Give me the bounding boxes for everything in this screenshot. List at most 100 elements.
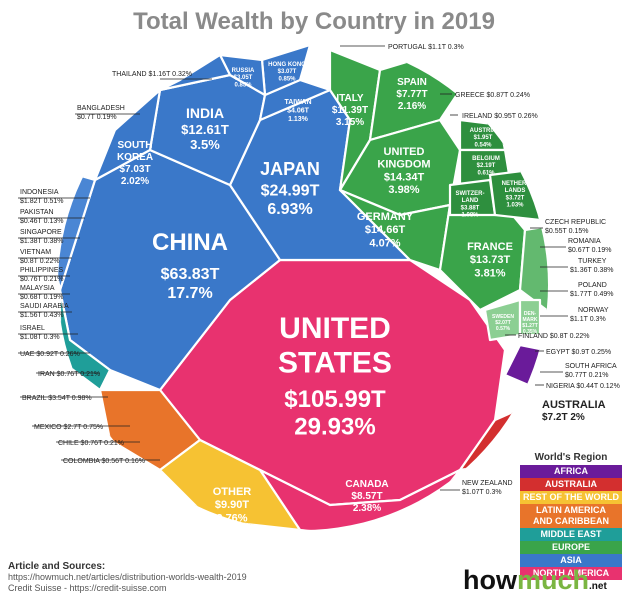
callout-thailand: THAILAND $1.16T 0.32% <box>112 71 192 78</box>
label-denmark-line-0: DEN- <box>524 311 537 317</box>
label-us-line-0: UNITED <box>279 312 391 345</box>
callout-vietnam-1: VIETNAM <box>20 249 51 256</box>
callout-indonesia-1: INDONESIA <box>20 189 59 196</box>
sources-link-article[interactable]: https://howmuch.net/articles/distributio… <box>8 572 247 582</box>
callout-finland: FINLAND $0.8T 0.22% <box>518 333 589 340</box>
logo-how: how <box>463 565 517 595</box>
chart-title: Total Wealth by Country in 2019 <box>133 8 495 35</box>
label-switzerland: SWITZER-LAND$3.88T 1.08% <box>456 191 485 219</box>
label-belgium-line-1: $2.19T <box>477 163 496 169</box>
label-skorea-line-2: $7.03T <box>119 164 150 175</box>
label-netherlands-line-0: NETHER- <box>502 181 529 187</box>
logo-much: much <box>517 565 590 595</box>
callout-malaysia-1: MALAYSIA <box>20 285 55 292</box>
sources-block: Article and Sources: https://howmuch.net… <box>8 561 247 594</box>
label-skorea-line-0: SOUTH <box>118 140 153 151</box>
label-us-line-3: 29.93% <box>294 414 375 441</box>
legend-title: World's Region <box>534 452 608 463</box>
legend-item-asia: ASIA <box>520 554 622 567</box>
callout-norway-2: $1.1T 0.3% <box>570 316 606 323</box>
label-china: CHINA $63.83T 17.7% <box>152 229 228 302</box>
callout-norway-1: NORWAY <box>578 307 609 314</box>
callout-singapore-2: $1.38T 0.38% <box>20 238 63 245</box>
label-sweden-line-2: 0.57% <box>496 326 511 332</box>
label-switzerland-line-0: SWITZER- <box>456 191 485 197</box>
label-switzerland-line-2: $3.88T <box>461 205 480 211</box>
label-taiwan-line-2: 1.13% <box>288 116 309 123</box>
label-skorea-line-3: 2.02% <box>121 176 149 187</box>
sources-link-credit-suisse[interactable]: Credit Suisse - https://credit-suisse.co… <box>8 583 167 593</box>
callout-israel-2: $1.08T 0.3% <box>20 334 60 341</box>
legend-item-north-america: NORTH AMERICA <box>520 567 622 580</box>
label-uk-line-0: UNITED <box>384 146 425 158</box>
callout-chile: CHILE $0.76T 0.21% <box>58 440 124 447</box>
label-skorea-line-1: KOREA <box>117 152 153 163</box>
callout-nz-1: NEW ZEALAND <box>462 480 513 487</box>
logo-net: .net <box>589 581 607 592</box>
callout-romania-2: $0.67T 0.19% <box>568 247 611 254</box>
label-germany-line-2: 4.07% <box>369 237 400 249</box>
callout-nigeria: NIGERIA $0.44T 0.12% <box>546 383 620 390</box>
howmuch-logo[interactable]: howmuch.net <box>463 565 607 596</box>
callout-brazil: BRAZIL $3.54T 0.98% <box>22 395 92 402</box>
callout-ireland: IRELAND $0.95T 0.26% <box>462 113 538 120</box>
label-russia-line-1: $3.05T <box>234 75 253 81</box>
label-italy-line-1: $11.39T <box>332 105 368 116</box>
cell-africa <box>503 343 547 392</box>
legend-item-africa: AFRICA <box>520 465 622 478</box>
label-india-line-1: $12.61T <box>181 122 229 137</box>
callout-israel-1: ISRAEL <box>20 325 45 332</box>
label-netherlands-line-1: LANDS <box>505 188 526 194</box>
label-italy-line-2: 3.15% <box>336 117 364 128</box>
label-switzerland-line-3: 1.08% <box>461 213 479 219</box>
callout-bangladesh-1: BANGLADESH <box>77 105 125 112</box>
label-hongkong-line-1: $3.07T <box>278 69 297 75</box>
callout-nz-2: $1.07T 0.3% <box>462 489 502 496</box>
callout-greece: GREECE $0.87T 0.24% <box>455 92 530 99</box>
label-netherlands-line-2: $3.72T <box>506 195 525 201</box>
label-japan-line-1: $24.99T <box>261 183 320 200</box>
callout-romania-1: ROMANIA <box>568 238 601 245</box>
callout-colombia: COLOMBIA $0.56T 0.16% <box>63 458 145 465</box>
label-russia-line-0: RUSSIA <box>232 68 255 74</box>
label-uk-line-2: $14.34T <box>384 171 425 183</box>
label-denmark-line-1: MARK <box>523 317 538 323</box>
callout-saudi-1: SAUDI ARABIA <box>20 303 69 310</box>
region-legend: World's Region AFRICA AUSTRALIA REST OF … <box>520 452 622 580</box>
label-other-line-0: OTHER <box>213 486 252 498</box>
label-other-line-2: 2.76% <box>216 512 247 524</box>
legend-item-europe: EUROPE <box>520 541 622 554</box>
legend-item-latin-america-line2: AND CARIBBEAN <box>533 516 609 526</box>
label-taiwan-line-1: $4.06T <box>287 107 310 114</box>
sources-title: Article and Sources: <box>8 561 106 572</box>
label-hongkong-line-0: HONG KONG <box>268 62 306 68</box>
callout-pakistan-2: $0.46T 0.13% <box>20 218 63 225</box>
label-us-line-2: $105.99T <box>284 386 386 413</box>
legend-item-australia: AUSTRALIA <box>520 478 622 491</box>
callout-iran: IRAN $0.76T 0.21% <box>38 371 100 378</box>
label-denmark-line-2: $1.27T <box>522 323 538 329</box>
label-france-line-1: $13.73T <box>470 254 511 266</box>
label-germany-line-0: GERMANY <box>357 211 414 223</box>
label-china-line-1: $63.83T <box>161 266 220 283</box>
callout-poland-2: $1.77T 0.49% <box>570 291 613 298</box>
cell-thailand <box>158 53 232 92</box>
callout-poland-1: POLAND <box>578 282 607 289</box>
label-italy-line-0: ITALY <box>336 93 364 104</box>
legend-item-middle-east: MIDDLE EAST <box>520 528 622 541</box>
callout-bangladesh-2: $0.7T 0.19% <box>77 114 117 121</box>
label-hongkong-line-2: 0.85% <box>278 76 296 82</box>
label-denmark-line-3: 0.35% <box>523 329 538 335</box>
label-france-line-2: 3.81% <box>474 267 505 279</box>
label-netherlands: NETHER-LANDS$3.72T 1.03% <box>502 181 529 209</box>
